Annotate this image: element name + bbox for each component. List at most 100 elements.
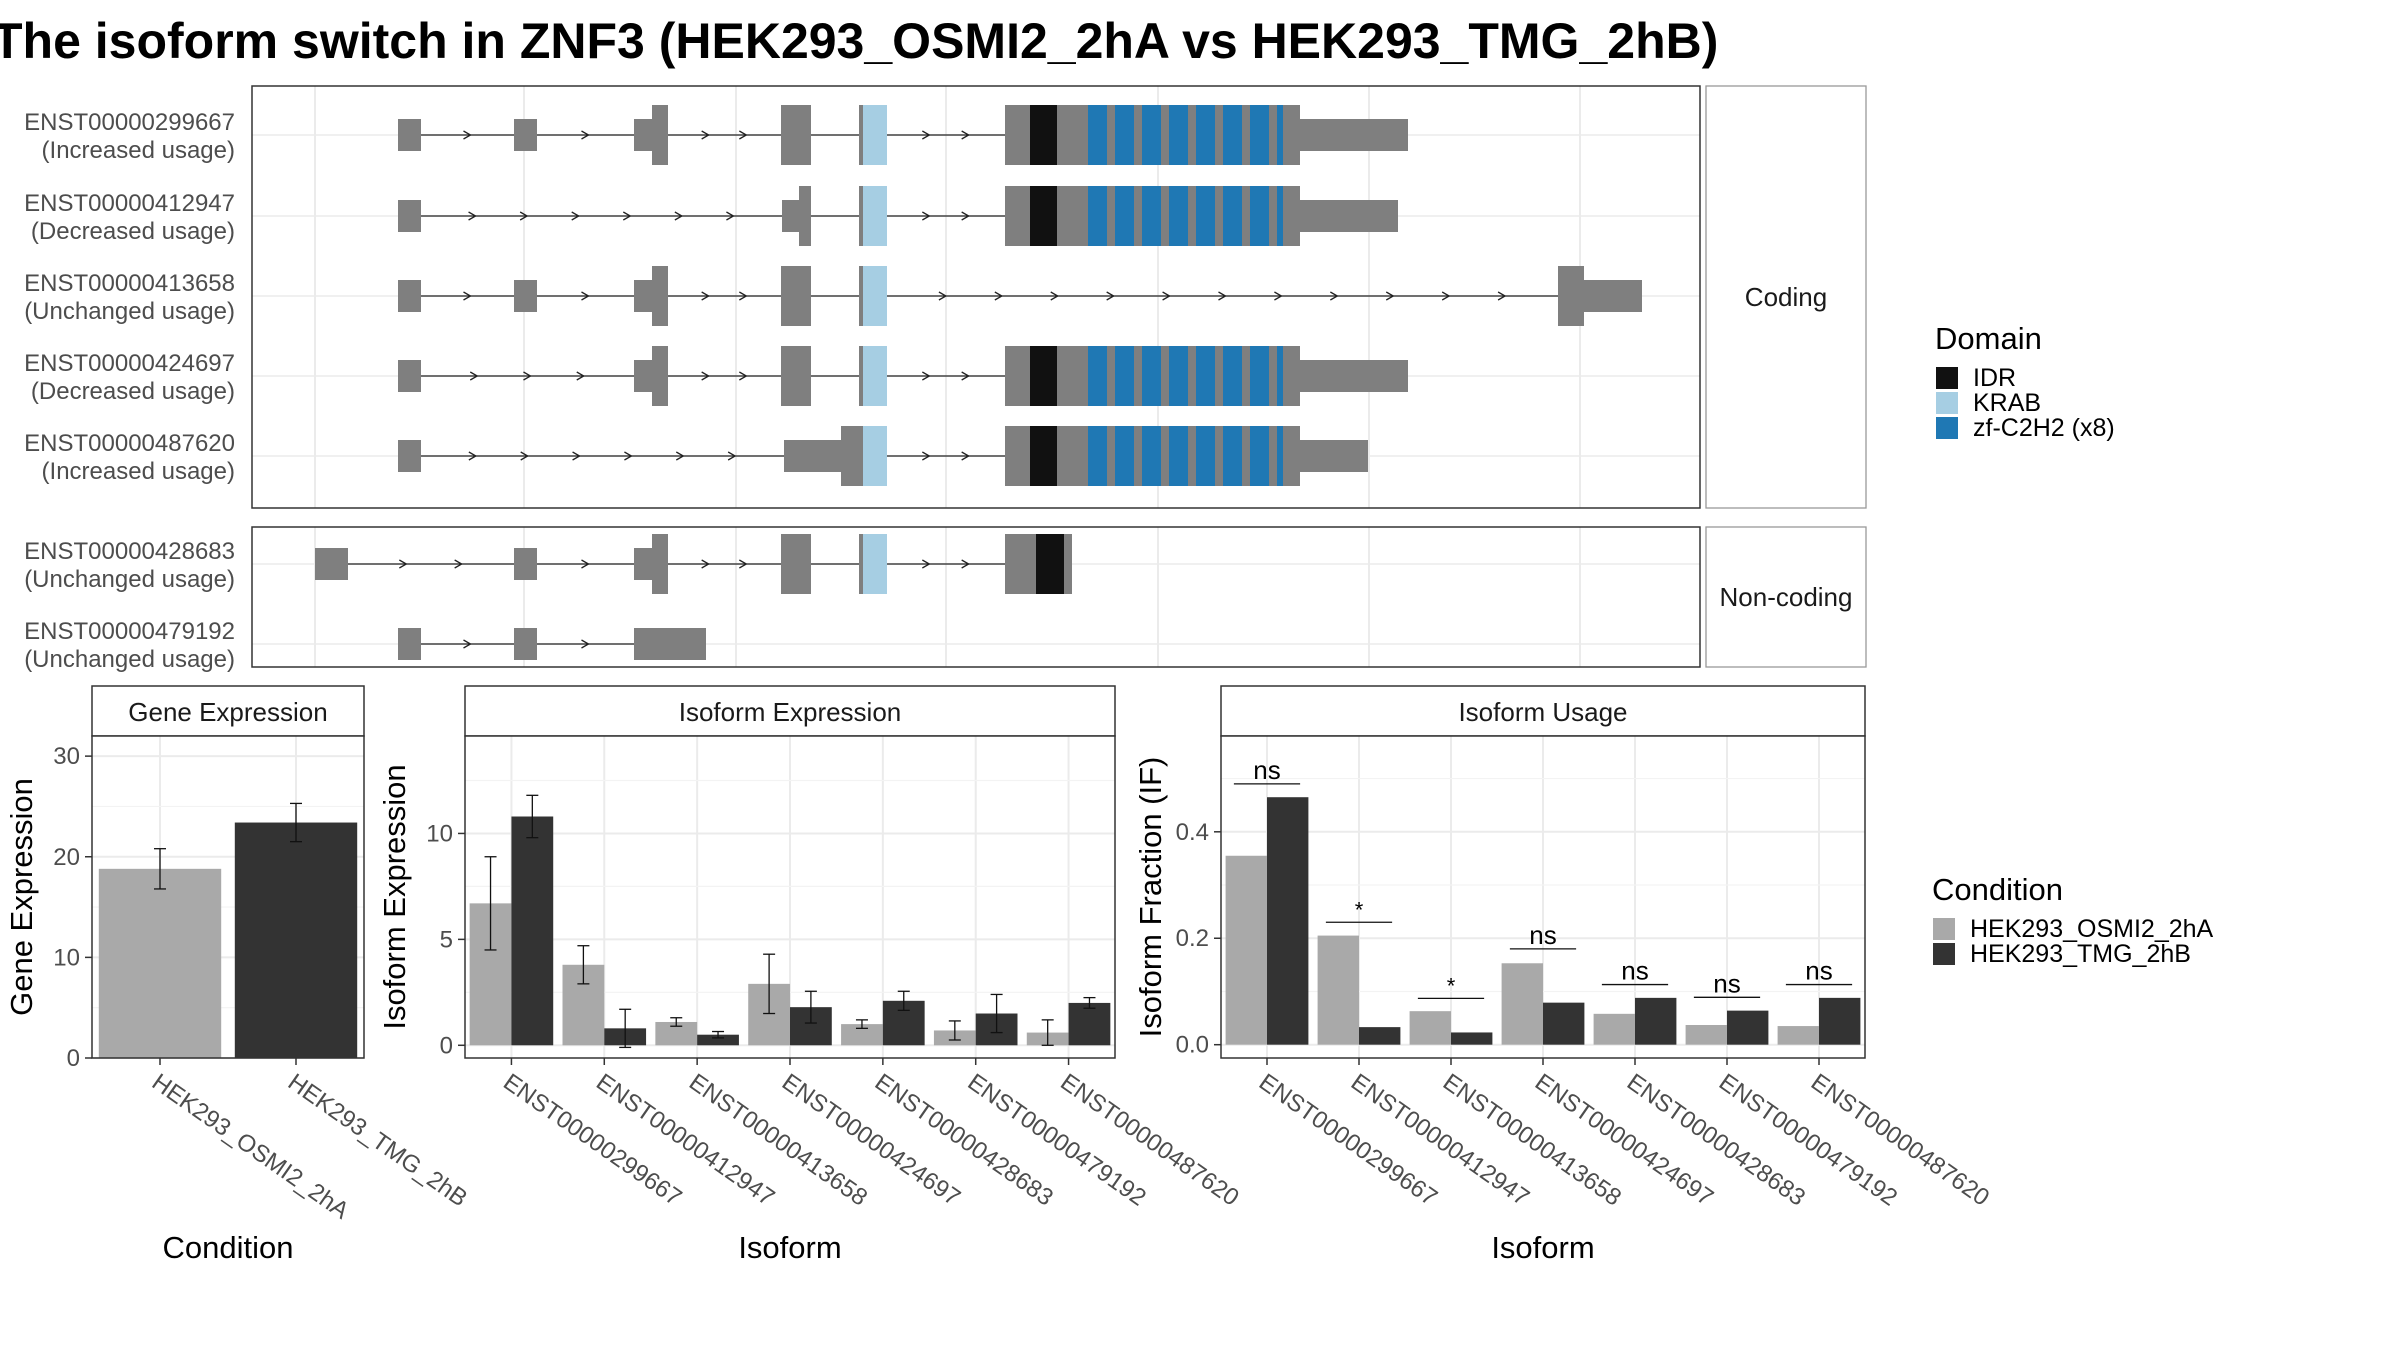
intron-arrow xyxy=(961,371,970,381)
exon-block xyxy=(398,280,421,312)
y-tick-label: 0 xyxy=(440,1032,453,1059)
zf-c2h2-domain xyxy=(1088,105,1107,165)
bar xyxy=(1267,797,1309,1045)
exon-block xyxy=(652,266,668,326)
zf-c2h2-domain xyxy=(1250,426,1269,486)
krab-domain xyxy=(863,426,887,486)
bar xyxy=(1451,1032,1493,1045)
zf-c2h2-domain xyxy=(1277,105,1283,165)
intron-arrow xyxy=(938,291,948,301)
intron-arrow xyxy=(675,451,685,461)
exon-block xyxy=(1300,360,1408,392)
exon-block xyxy=(634,548,652,580)
chart-title: Isoform Usage xyxy=(1458,697,1627,727)
intron-arrow xyxy=(1050,291,1060,301)
intron-arrow xyxy=(994,291,1004,301)
exon-block xyxy=(1300,200,1398,232)
legend-key-swatch xyxy=(1936,392,1958,414)
transcript-id-label: ENST00000299667 xyxy=(24,109,235,136)
zf-c2h2-domain xyxy=(1277,426,1283,486)
exon-block xyxy=(652,534,668,594)
transcript-usage-label: (Decreased usage) xyxy=(31,378,235,405)
legend-title: Condition xyxy=(1932,872,2063,907)
exon-block xyxy=(1300,440,1368,472)
x-axis-title: Condition xyxy=(163,1230,294,1265)
transcript-usage-label: (Unchanged usage) xyxy=(24,646,235,673)
zf-c2h2-domain xyxy=(1250,186,1269,246)
legend-key-label: HEK293_OSMI2_2hA xyxy=(1970,915,2214,943)
zf-c2h2-domain xyxy=(1196,105,1215,165)
track-panel-border xyxy=(251,526,1701,668)
exon-block xyxy=(634,119,652,151)
zf-c2h2-domain xyxy=(1115,346,1134,406)
idr-domain xyxy=(1036,534,1064,594)
bar xyxy=(1501,963,1543,1045)
intron-arrow xyxy=(922,371,931,381)
y-tick-label: 10 xyxy=(426,820,453,847)
intron-arrow xyxy=(1385,291,1395,301)
idr-domain xyxy=(1030,346,1057,406)
zf-c2h2-domain xyxy=(1088,346,1107,406)
idr-domain xyxy=(1030,426,1057,486)
intron-arrow xyxy=(571,211,581,221)
bar xyxy=(1819,997,1861,1045)
zf-c2h2-domain xyxy=(1142,426,1161,486)
bar xyxy=(655,1021,698,1046)
track-panel-bg xyxy=(252,86,1700,508)
significance-label: ns xyxy=(1713,968,1740,998)
y-tick-label: 0.4 xyxy=(1176,819,1209,846)
transcript-id-label: ENST00000412947 xyxy=(24,190,235,217)
y-tick-label: 30 xyxy=(53,743,80,770)
intron-arrow xyxy=(463,130,472,140)
intron-arrow xyxy=(961,130,970,140)
zf-c2h2-domain xyxy=(1223,186,1242,246)
legend-key-swatch xyxy=(1936,367,1958,389)
intron-arrow xyxy=(1218,291,1227,301)
legend-key-swatch xyxy=(1936,417,1958,439)
bar xyxy=(1635,997,1677,1045)
intron-arrow xyxy=(701,130,710,140)
intron-arrow xyxy=(520,451,530,461)
bar xyxy=(1685,1025,1727,1045)
intron-arrow xyxy=(1441,291,1451,301)
y-tick-label: 0.0 xyxy=(1176,1032,1209,1059)
exon-block xyxy=(634,280,652,312)
zf-c2h2-domain xyxy=(1088,186,1107,246)
zf-c2h2-domain xyxy=(1115,186,1134,246)
bar xyxy=(1317,935,1359,1045)
legend-key-swatch xyxy=(1933,943,1955,965)
idr-domain xyxy=(1030,105,1057,165)
chart-1: Isoform Expression0510ENST00000299667ENS… xyxy=(377,685,1244,1265)
intron-arrow xyxy=(674,211,684,221)
exon-block xyxy=(781,346,811,406)
bar xyxy=(1409,1011,1451,1045)
zf-c2h2-domain xyxy=(1250,105,1269,165)
intron-arrow xyxy=(581,291,590,301)
legend-key-label: zf-C2H2 (x8) xyxy=(1973,414,2115,442)
bar xyxy=(841,1024,883,1046)
facet-strip-label: Coding xyxy=(1745,282,1827,312)
intron-arrow xyxy=(469,371,479,381)
legend-title: Domain xyxy=(1935,321,2042,356)
significance-label: ns xyxy=(1805,956,1832,986)
intron-arrow xyxy=(701,291,710,301)
chart-title: Isoform Expression xyxy=(679,697,902,727)
exon-block xyxy=(1300,119,1408,151)
intron-arrow xyxy=(468,451,478,461)
intron-arrow xyxy=(701,371,710,381)
zf-c2h2-domain xyxy=(1169,346,1188,406)
intron-arrow xyxy=(961,451,970,461)
bar xyxy=(98,868,222,1058)
intron-arrow xyxy=(739,559,748,569)
exon-block xyxy=(782,200,799,232)
zf-c2h2-domain xyxy=(1088,426,1107,486)
transcript-id-label: ENST00000424697 xyxy=(24,350,235,377)
y-axis-title: Isoform Expression xyxy=(377,764,412,1029)
intron-arrow xyxy=(922,130,931,140)
legend-key-label: KRAB xyxy=(1973,389,2041,417)
transcript-id-label: ENST00000413658 xyxy=(24,270,235,297)
exon-block xyxy=(1584,280,1642,312)
intron-arrow xyxy=(622,211,632,221)
exon-block xyxy=(781,534,811,594)
